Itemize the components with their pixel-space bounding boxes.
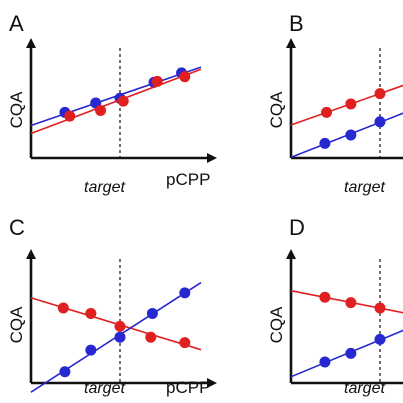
- series-1-point: [114, 331, 126, 343]
- series-0-point: [345, 98, 357, 110]
- series-1-point: [374, 333, 386, 345]
- panel-d: D CQA target: [267, 215, 403, 397]
- series-1-point: [345, 347, 357, 359]
- series-1-point: [151, 75, 163, 87]
- series-0-point: [179, 337, 191, 349]
- series-1-trend-line: [290, 329, 403, 378]
- series-0-point: [374, 88, 386, 100]
- y-axis-label: CQA: [267, 306, 286, 344]
- y-axis-label: CQA: [267, 91, 286, 129]
- panel-letter: B: [289, 11, 304, 36]
- series-0-point: [85, 307, 97, 319]
- series-1-point: [146, 307, 158, 319]
- series-0-point: [321, 106, 333, 118]
- panel-c: C CQA pCPP target: [7, 215, 217, 397]
- series-1-point: [319, 137, 331, 149]
- series-0-point: [345, 297, 357, 309]
- series-1-point: [345, 129, 357, 141]
- series-1-point: [179, 71, 191, 83]
- series-0-trend-line: [290, 289, 403, 314]
- series-0-point: [319, 291, 331, 303]
- x-axis-arrowhead: [207, 378, 217, 388]
- y-axis-label: CQA: [7, 91, 26, 129]
- target-label: target: [84, 179, 125, 196]
- y-axis-label: CQA: [7, 306, 26, 344]
- panel-letter: D: [289, 215, 305, 240]
- series-0-point: [57, 302, 69, 314]
- series-0-point: [114, 320, 126, 332]
- panel-letter: A: [9, 11, 24, 36]
- series-1-point: [319, 356, 331, 368]
- target-label: target: [84, 380, 125, 397]
- target-label: target: [344, 179, 385, 196]
- series-1-point: [64, 110, 76, 122]
- series-1-point: [95, 105, 107, 117]
- x-axis-label: pCPP: [166, 170, 210, 189]
- series-0-trend-line: [290, 84, 403, 126]
- series-1-point: [374, 116, 386, 128]
- series-1-point: [59, 366, 71, 378]
- y-axis-arrowhead: [26, 249, 36, 259]
- series-0-point: [374, 302, 386, 314]
- panel-a: A CQA pCPP target: [7, 11, 217, 196]
- series-1-point: [117, 95, 129, 107]
- y-axis-arrowhead: [26, 38, 36, 48]
- series-1-point: [179, 287, 191, 299]
- series-1-point: [85, 344, 97, 356]
- y-axis-arrowhead: [286, 249, 296, 259]
- panel-b: B CQA target: [267, 11, 403, 196]
- series-1-trend-line: [30, 68, 202, 135]
- target-label: target: [344, 380, 385, 397]
- x-axis-arrowhead: [207, 153, 217, 163]
- panel-letter: C: [9, 215, 25, 240]
- y-axis-arrowhead: [286, 38, 296, 48]
- x-axis-label: pCPP: [166, 378, 210, 397]
- series-0-point: [145, 331, 157, 343]
